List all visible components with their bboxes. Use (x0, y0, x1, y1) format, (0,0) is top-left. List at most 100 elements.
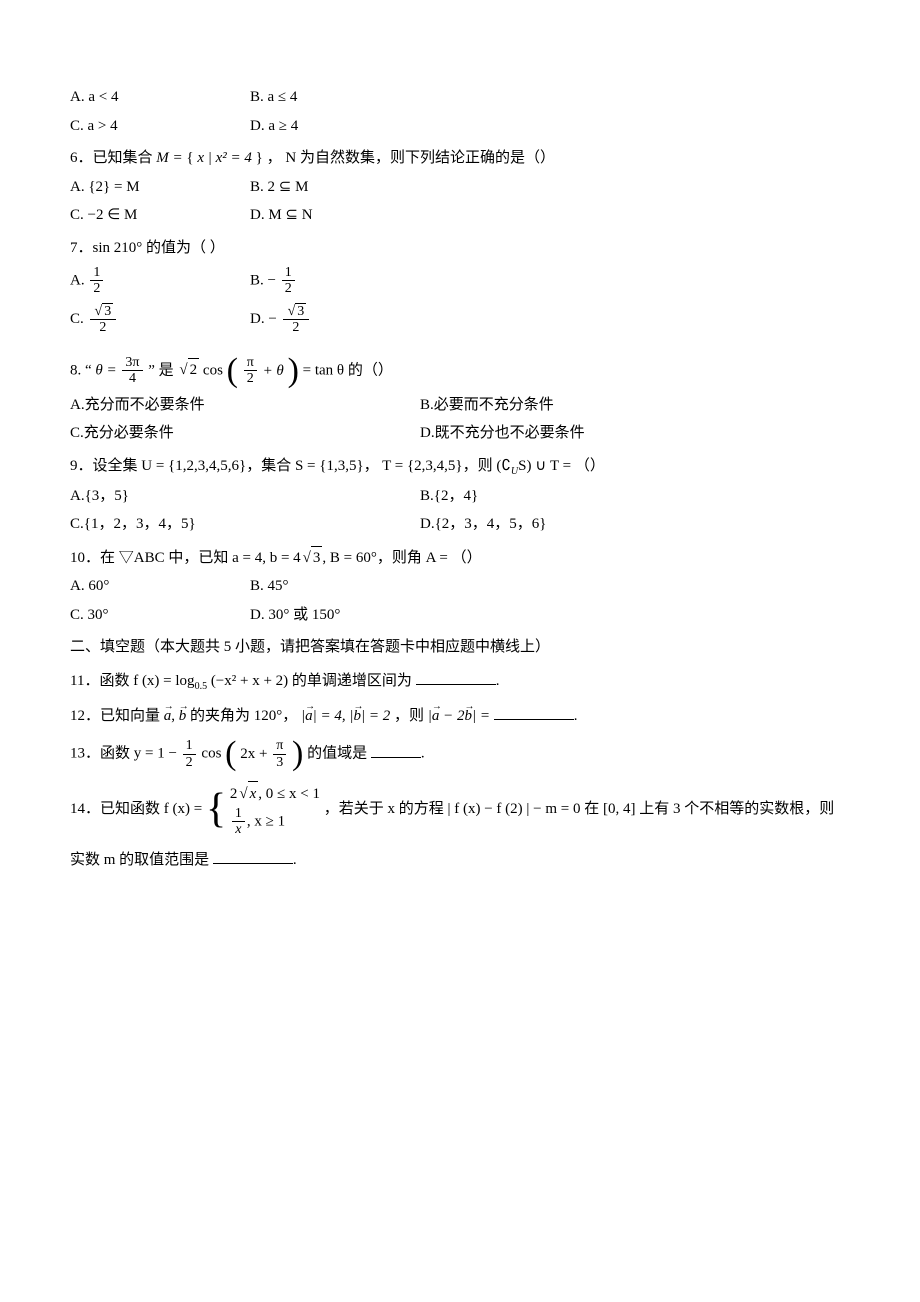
q10-rad: 3 (311, 546, 323, 570)
q6-stem: 6．已知集合 M = { x | x² = 4 } ， N 为自然数集，则下列结… (70, 147, 850, 170)
q6-opt-c: C. −2 ∈ M (70, 204, 250, 227)
q7-stem: 7．sin 210° 的值为（ ） (70, 237, 850, 260)
q13-post: 的值域是 (307, 746, 367, 762)
q7-row-ab: A. 1 2 B. − 1 2 (70, 265, 850, 297)
q8-arg-plus: + θ (263, 362, 284, 378)
q5-opt-d: D. a ≥ 4 (250, 115, 450, 138)
q14-l2-post: , x ≥ 1 (247, 813, 285, 829)
q11-stem: 11．函数 f (x) = log0.5 (−x² + x + 2) 的单调递增… (70, 669, 850, 694)
q7-b-den: 2 (282, 281, 295, 296)
q12-end: . (574, 708, 578, 724)
q13-lparen-icon: ( (225, 737, 236, 771)
q10-opt-b: B. 45° (250, 575, 450, 598)
q7-d-den: 2 (283, 320, 310, 335)
q7-b-sign: − (268, 272, 276, 288)
q6-M: M = (156, 150, 186, 166)
q10-row-ab: A. 60° B. 45° (70, 575, 850, 598)
q12-stem: 12．已知向量 a, b 的夹角为 120°， |a| = 4, |b| = 2… (70, 704, 850, 728)
q7-opt-b: B. − 1 2 (250, 265, 450, 297)
q8-opt-b: B.必要而不充分条件 (420, 394, 770, 417)
q12-blank (494, 704, 574, 720)
q7-opt-d: D. − 3 2 (250, 303, 450, 336)
q7-c-frac: 3 2 (90, 303, 117, 336)
q7-a-label: A. (70, 272, 88, 288)
q6-mid: ， N 为自然数集，则下列结论正确的是（） (267, 150, 555, 166)
q7-d-num: 3 (283, 303, 310, 320)
q8-cos: cos (203, 362, 223, 378)
q6-row-cd: C. −2 ∈ M D. M ⊆ N (70, 204, 850, 227)
q12-mid1: 的夹角为 120°， (190, 708, 297, 724)
q8-sqrt-icon: 2 (177, 358, 199, 382)
q11-blank (416, 669, 496, 685)
q14-l1-rad: x (248, 781, 259, 806)
q7-b-num: 1 (282, 265, 295, 281)
section2-heading: 二、填空题（本大题共 5 小题，请把答案填在答题卡中相应题中横线上） (70, 636, 850, 659)
q8-theta-num: 3π (122, 355, 142, 371)
q14-stem: 14．已知函数 f (x) = { 2x, 0 ≤ x < 1 1 x , x … (70, 781, 850, 838)
q14-l2-den: x (232, 822, 245, 837)
q14-blank (213, 848, 293, 864)
q7-d-sign: − (268, 311, 276, 327)
q8-sqrt2: 2 (188, 358, 200, 382)
q10-pre: 10．在 ▽ABC 中，已知 a = 4, b = 4 (70, 550, 301, 566)
q13-stem: 13．函数 y = 1 − 1 2 cos ( 2x + π 3 ) 的值域是 … (70, 737, 850, 771)
q8-eq-tan: = tan θ 的（） (303, 362, 393, 378)
q8-theta-den: 4 (122, 371, 142, 386)
q8-theta-frac: 3π 4 (122, 355, 142, 387)
q7-c-num: 3 (90, 303, 117, 320)
q12-expr: |a − 2b| = (428, 708, 494, 724)
q13-cos: cos (201, 746, 221, 762)
q7-d-label: D. (250, 311, 268, 327)
q6-row-ab: A. {2} = M B. 2 ⊆ M (70, 176, 850, 199)
q14-l2-frac: 1 x (232, 806, 245, 838)
q10-stem: 10．在 ▽ABC 中，已知 a = 4, b = 43, B = 60°，则角… (70, 546, 850, 570)
q7-c-label: C. (70, 311, 88, 327)
q6-cond: x | x² = 4 (197, 150, 252, 166)
q9-row-ab: A.{3，5} B.{2，4} (70, 485, 850, 508)
q12-pre: 12．已知向量 (70, 708, 164, 724)
q14-l1-post: , 0 ≤ x < 1 (258, 786, 320, 802)
q8-stem: 8. “ θ = 3π 4 ” 是 2 cos ( π 2 + θ ) = ta… (70, 354, 850, 388)
q12-mid2: ，则 (394, 708, 428, 724)
q8-arg-frac: π 2 (244, 355, 257, 387)
q14-pre: 14．已知函数 f (x) = (70, 801, 206, 817)
q8-arg-den: 2 (244, 371, 257, 386)
q13-arg-den: 3 (273, 755, 286, 770)
q7-b-label: B. (250, 272, 268, 288)
q12-vec-b-icon: b (179, 705, 187, 728)
q11-arg: (−x² + x + 2) 的单调递增区间为 (207, 673, 412, 689)
q13-pre: 13．函数 y = 1 − (70, 746, 181, 762)
q8-arg-num: π (244, 355, 257, 371)
q6-opt-b: B. 2 ⊆ M (250, 176, 450, 199)
q7-opt-a: A. 1 2 (70, 265, 250, 297)
q14-line1: 2x, 0 ≤ x < 1 (230, 781, 320, 806)
q14-l1-pre: 2 (230, 786, 238, 802)
q9-row-cd: C.{1，2，3，4，5} D.{2，3，4，5，6} (70, 513, 850, 536)
q5-opt-a: A. a < 4 (70, 86, 250, 109)
q7-a-den: 2 (90, 281, 103, 296)
q8-lparen-icon: ( (227, 354, 238, 388)
q5-row-ab: A. a < 4 B. a ≤ 4 (70, 86, 850, 109)
q10-row-cd: C. 30° D. 30° 或 150° (70, 604, 850, 627)
q14-piecewise: 2x, 0 ≤ x < 1 1 x , x ≥ 1 (230, 781, 320, 838)
q7-c-den: 2 (90, 320, 117, 335)
q6-pre: 6．已知集合 (70, 150, 156, 166)
q9-pre: 9．设全集 U = {1,2,3,4,5,6}，集合 S = {1,3,5}， … (70, 458, 511, 474)
q7-a-frac: 1 2 (90, 265, 103, 297)
q8-mid: ” 是 (148, 362, 173, 378)
q8-row-ab: A.充分而不必要条件 B.必要而不充分条件 (70, 394, 850, 417)
q5-opt-c: C. a > 4 (70, 115, 250, 138)
q9-opt-c: C.{1，2，3，4，5} (70, 513, 420, 536)
q13-half: 1 2 (183, 738, 196, 770)
q7-c-rad: 3 (102, 303, 113, 319)
q9-opt-b: B.{2，4} (420, 485, 770, 508)
q9-stem: 9．设全集 U = {1,2,3,4,5,6}，集合 S = {1,3,5}， … (70, 455, 850, 479)
q12-abs: |a| = 4, |b| = 2 (301, 708, 390, 724)
q14-line3: 实数 m 的取值范围是 . (70, 848, 850, 872)
q13-half-num: 1 (183, 738, 196, 754)
q6-lbrace-icon: { (186, 150, 193, 166)
q7-b-frac: 1 2 (282, 265, 295, 297)
q7-d-frac: 3 2 (283, 303, 310, 336)
q11-end: . (496, 673, 500, 689)
q8-opt-d: D.既不充分也不必要条件 (420, 422, 770, 445)
